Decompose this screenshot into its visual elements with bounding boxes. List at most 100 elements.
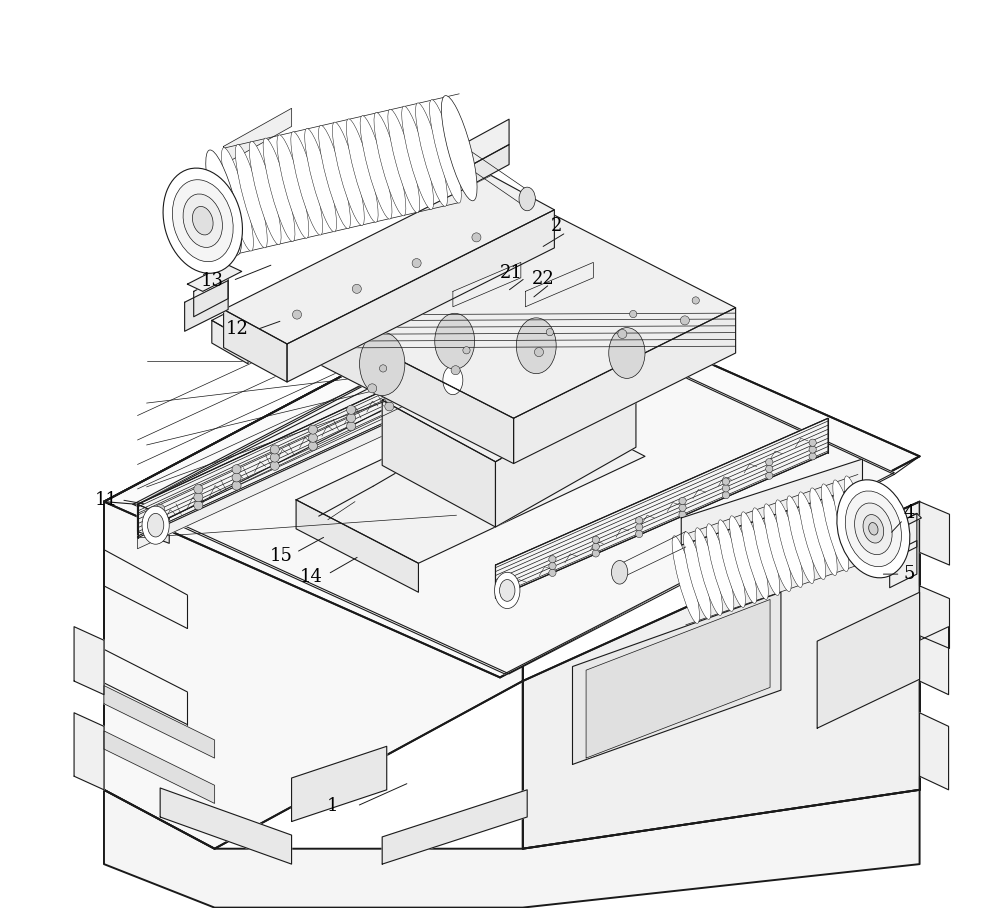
Circle shape [636,530,643,537]
Circle shape [505,582,513,589]
Polygon shape [296,393,645,564]
Circle shape [194,501,203,510]
Polygon shape [296,500,418,593]
Ellipse shape [741,512,768,599]
Circle shape [385,402,394,411]
Ellipse shape [519,187,535,211]
Text: 15: 15 [269,547,292,565]
Circle shape [636,524,643,531]
Circle shape [534,347,543,356]
Polygon shape [890,541,917,588]
Circle shape [308,442,317,451]
Polygon shape [104,685,215,758]
Circle shape [232,481,241,490]
Ellipse shape [821,484,849,572]
Circle shape [505,575,513,583]
Ellipse shape [869,523,878,535]
Polygon shape [138,356,459,518]
Ellipse shape [206,150,241,255]
Circle shape [352,285,361,294]
Circle shape [592,543,599,550]
Polygon shape [817,593,920,728]
Ellipse shape [863,514,884,543]
Ellipse shape [684,532,711,619]
Polygon shape [292,746,387,822]
Circle shape [722,484,730,492]
Circle shape [156,521,165,530]
Ellipse shape [695,528,722,615]
Circle shape [549,569,556,576]
Polygon shape [138,389,457,549]
Ellipse shape [730,515,757,604]
Polygon shape [138,356,457,538]
Text: 5: 5 [904,565,915,583]
Circle shape [592,550,599,557]
Text: 22: 22 [532,270,555,287]
Circle shape [636,517,643,524]
Ellipse shape [495,573,520,608]
Text: 13: 13 [200,272,223,289]
Polygon shape [104,281,523,849]
Ellipse shape [787,496,814,584]
Circle shape [423,382,432,391]
Polygon shape [74,713,104,790]
Ellipse shape [443,365,463,395]
Ellipse shape [235,145,267,248]
Polygon shape [681,459,862,545]
Circle shape [270,445,279,454]
Circle shape [423,365,432,375]
Circle shape [809,439,816,446]
Polygon shape [301,199,736,418]
Circle shape [630,310,637,317]
Ellipse shape [346,119,378,223]
Polygon shape [920,626,949,694]
Text: 11: 11 [94,491,117,509]
Ellipse shape [833,480,860,567]
Ellipse shape [277,135,309,238]
Circle shape [546,328,553,335]
Circle shape [592,536,599,544]
Circle shape [766,465,773,473]
Polygon shape [523,502,920,849]
Ellipse shape [319,125,350,229]
Polygon shape [459,119,509,172]
Polygon shape [920,502,949,565]
Circle shape [549,555,556,563]
Circle shape [423,374,432,383]
Ellipse shape [672,535,699,624]
Circle shape [270,453,279,462]
Polygon shape [495,382,636,527]
Ellipse shape [192,206,213,235]
Ellipse shape [775,500,803,587]
Polygon shape [920,713,949,790]
Ellipse shape [752,508,780,595]
Ellipse shape [443,96,475,200]
Ellipse shape [360,115,392,219]
Circle shape [194,493,203,502]
Circle shape [347,405,356,415]
Polygon shape [74,626,104,694]
Circle shape [308,434,317,443]
Ellipse shape [429,100,461,203]
Text: 21: 21 [499,265,522,283]
Polygon shape [194,274,228,316]
Ellipse shape [172,180,233,262]
Circle shape [679,497,686,504]
Polygon shape [224,175,554,344]
Ellipse shape [305,128,337,232]
Ellipse shape [837,480,910,578]
Ellipse shape [402,106,434,209]
Polygon shape [890,514,917,561]
Circle shape [722,492,730,499]
Ellipse shape [388,109,420,213]
Text: 4: 4 [904,504,915,523]
Ellipse shape [718,520,745,607]
Ellipse shape [374,113,406,215]
Circle shape [766,458,773,465]
Ellipse shape [707,524,734,612]
Polygon shape [224,309,287,382]
Ellipse shape [441,95,477,201]
Circle shape [692,297,699,305]
Polygon shape [212,175,527,341]
Ellipse shape [609,327,645,378]
